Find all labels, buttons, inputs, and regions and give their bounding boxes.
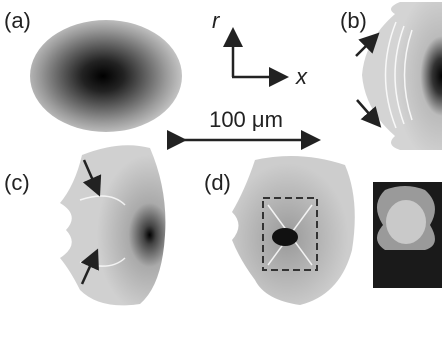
panel-label: (b): [340, 8, 367, 33]
beam-profile: [60, 145, 165, 305]
beam-profile: [362, 2, 442, 150]
axes-indicator: [232, 32, 284, 77]
core: [272, 228, 298, 246]
panel-label: (a): [4, 8, 31, 33]
figure: (a) r x (b) 100 μm (c) (d): [0, 0, 442, 337]
scale-bar-label: 100 μm: [209, 107, 283, 132]
inset: [373, 182, 442, 288]
axis-label: x: [295, 64, 308, 89]
panel-label: (c): [4, 170, 30, 195]
panel-label: (d): [204, 170, 231, 195]
beam-profile: [30, 20, 182, 132]
axis-label: r: [212, 8, 221, 33]
